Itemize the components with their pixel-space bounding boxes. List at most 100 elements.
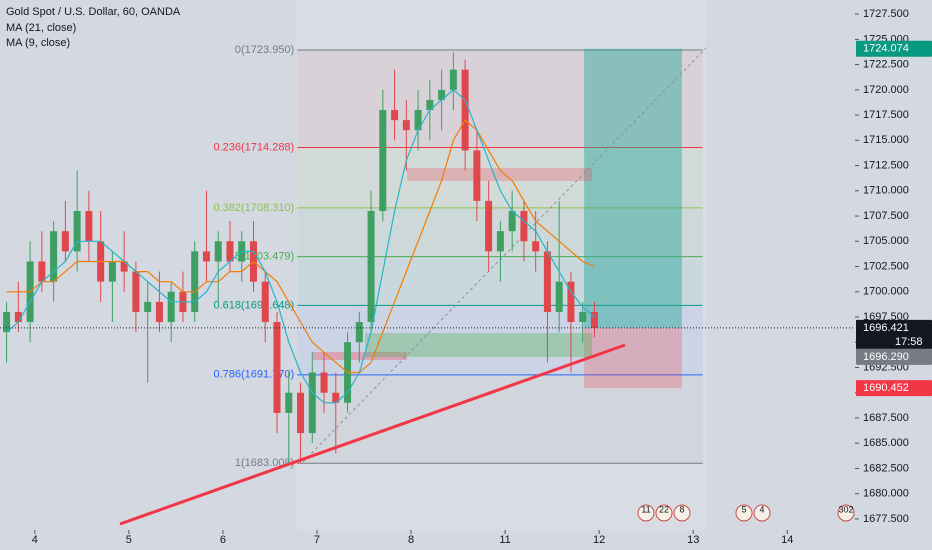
fib-band	[297, 49, 703, 148]
event-flag	[637, 504, 655, 522]
y-tick-label: 1720.000	[863, 84, 909, 96]
candle-body	[438, 89, 446, 100]
event-label: 22	[659, 504, 669, 514]
x-tick-label: 7	[314, 534, 320, 546]
x-tick-label: 13	[687, 534, 699, 546]
candle-body	[449, 69, 457, 90]
fib-band	[297, 147, 703, 208]
candle-body	[214, 241, 222, 262]
time-axis	[0, 530, 855, 550]
chart-title: Gold Spot / U.S. Dollar, 60, OANDA	[6, 6, 181, 18]
candle-body	[355, 322, 363, 343]
y-tick-label: 1710.000	[863, 185, 909, 197]
price-tag	[856, 319, 932, 336]
candle-body	[155, 301, 163, 323]
y-tick-label: 1727.500	[863, 8, 909, 20]
y-tick-label: 1712.500	[863, 159, 909, 171]
event-flag	[673, 504, 691, 522]
x-tick-label: 11	[499, 534, 510, 546]
supply-zone	[313, 352, 407, 360]
event-flag	[837, 504, 855, 522]
tool-zone	[297, 0, 706, 530]
candle-body	[261, 281, 269, 323]
candle-body	[426, 99, 434, 111]
candle-body	[590, 311, 598, 328]
y-tick-label: 1677.500	[863, 513, 909, 525]
event-label: 4	[759, 504, 764, 514]
event-flag	[735, 504, 753, 522]
x-tick-label: 4	[32, 534, 38, 546]
y-tick-label: 1680.000	[863, 488, 909, 500]
y-tick-label: 1685.000	[863, 437, 909, 449]
candle-body	[332, 392, 340, 403]
price-tag	[856, 40, 932, 57]
x-tick-label: 12	[593, 534, 605, 546]
candle-body	[50, 231, 58, 282]
countdown: 17:58	[895, 336, 923, 348]
candle-body	[532, 241, 540, 252]
candle-body	[402, 120, 410, 131]
candle-body	[61, 231, 69, 252]
candle-body	[579, 311, 587, 323]
candle-body	[144, 301, 152, 312]
candle-body	[473, 150, 481, 201]
y-tick-label: 1715.000	[863, 134, 909, 146]
candle-body	[367, 210, 375, 323]
candle-body	[108, 261, 116, 282]
price-tag-label: 1690.452	[863, 382, 909, 394]
legend-entry: MA (9, close)	[6, 37, 70, 49]
y-tick-label: 1722.500	[863, 59, 909, 71]
y-tick-label: 1717.500	[863, 109, 909, 121]
price-tag-label: 1696.421	[863, 322, 909, 334]
candle-body	[297, 392, 305, 434]
candle-body	[85, 210, 93, 242]
candle-body	[14, 311, 22, 323]
fib-label: 0.618(1698.648)	[213, 299, 294, 311]
event-label: 5	[741, 504, 746, 514]
x-tick-label: 14	[781, 534, 793, 546]
candle-body	[226, 241, 234, 262]
supply-zone	[407, 168, 592, 181]
x-tick-label: 6	[220, 534, 226, 546]
event-label: 302	[838, 504, 853, 514]
ma-line	[6, 89, 595, 404]
candle-body	[567, 281, 575, 323]
price-tag	[856, 380, 932, 397]
candle-body	[132, 271, 140, 312]
fib-label: 0(1723.950)	[235, 44, 294, 56]
fib-label: 1(1683.008)	[235, 457, 294, 469]
y-tick-label: 1687.500	[863, 412, 909, 424]
event-label: 8	[679, 504, 684, 514]
candle-body	[461, 69, 469, 151]
candle-body	[543, 251, 551, 312]
candle-body	[508, 210, 516, 232]
fib-label: 0.382(1708.310)	[213, 202, 294, 214]
price-axis	[855, 0, 932, 550]
event-flag	[753, 504, 771, 522]
candle-body	[73, 210, 81, 252]
candle-body	[379, 110, 387, 211]
price-tags: 1724.074 1696.421 17:58 1696.290 1690.452	[856, 40, 932, 397]
candle-body	[520, 210, 528, 242]
event-label: 11	[641, 504, 650, 514]
fib-trend-line	[302, 47, 707, 463]
price-tag	[856, 348, 932, 365]
fib-label: 0.236(1714.288)	[213, 141, 294, 153]
price-tag-label: 1724.074	[863, 43, 909, 55]
candle-body	[38, 261, 46, 282]
candle-body	[191, 251, 199, 312]
ma-line	[6, 119, 595, 374]
candle-body	[555, 281, 563, 312]
candle-body	[167, 291, 175, 323]
candle-body	[496, 231, 504, 252]
moving-averages	[0, 89, 855, 404]
position-layer	[584, 48, 682, 389]
candle-body	[320, 372, 328, 393]
y-tick-label: 1707.500	[863, 210, 909, 222]
position-target	[584, 48, 682, 328]
x-tick-label: 8	[408, 534, 414, 546]
candle-body	[3, 311, 11, 333]
candle-body	[414, 110, 422, 131]
